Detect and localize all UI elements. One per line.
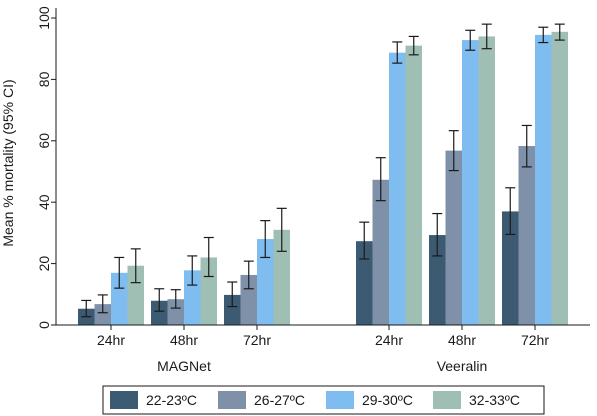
y-tick-label: 0 [36, 321, 52, 329]
bar [429, 235, 446, 325]
bar [356, 241, 373, 325]
y-tick-label: 60 [36, 133, 52, 149]
y-tick-label: 80 [36, 71, 52, 87]
bar [551, 31, 568, 325]
y-tick-label: 100 [36, 6, 52, 30]
legend: 22-23ºC 26-27ºC 29-30ºC 32-33ºC [102, 385, 545, 415]
bar [445, 150, 462, 325]
bar [535, 34, 552, 325]
legend-label: 29-30ºC [362, 392, 413, 408]
legend-swatch [326, 391, 354, 409]
x-tick-label: 48hr [170, 332, 198, 348]
bar [405, 45, 422, 325]
bar [240, 274, 257, 325]
bar [94, 304, 111, 325]
group-label: MAGNet [157, 358, 211, 374]
y-axis: 0 20 40 60 80 100 [36, 6, 57, 329]
plot-area [78, 23, 568, 326]
bar [151, 300, 168, 325]
y-axis-title: Mean % mortality (95% CI) [0, 79, 16, 246]
x-tick-label: 72hr [521, 332, 549, 348]
bar [273, 229, 290, 325]
bar [478, 36, 495, 326]
bar [372, 179, 389, 325]
legend-label: 26-27ºC [254, 392, 305, 408]
bar [389, 52, 406, 325]
legend-box [102, 385, 545, 415]
x-axis: 24hr 48hr 72hr 24hr 48hr 72hr MAGNet Veeralin [56, 324, 590, 374]
bar [167, 299, 184, 325]
legend-swatch [218, 391, 246, 409]
group-label: Veeralin [437, 358, 488, 374]
y-tick-label: 20 [36, 256, 52, 272]
legend-swatch [433, 391, 461, 409]
bar [518, 146, 535, 325]
legend-label: 22-23ºC [146, 392, 197, 408]
bar [127, 265, 144, 325]
x-tick-label: 48hr [448, 332, 476, 348]
x-tick-label: 24hr [375, 332, 403, 348]
bar [462, 40, 479, 325]
bar [184, 270, 201, 325]
bar [200, 257, 217, 325]
legend-swatch [110, 391, 138, 409]
x-tick-label: 72hr [243, 332, 271, 348]
x-tick-label: 24hr [97, 332, 125, 348]
bar [224, 294, 241, 325]
bar [257, 239, 274, 325]
legend-label: 32-33ºC [469, 392, 520, 408]
bar [111, 272, 128, 325]
bar [502, 211, 519, 325]
y-tick-label: 40 [36, 194, 52, 210]
